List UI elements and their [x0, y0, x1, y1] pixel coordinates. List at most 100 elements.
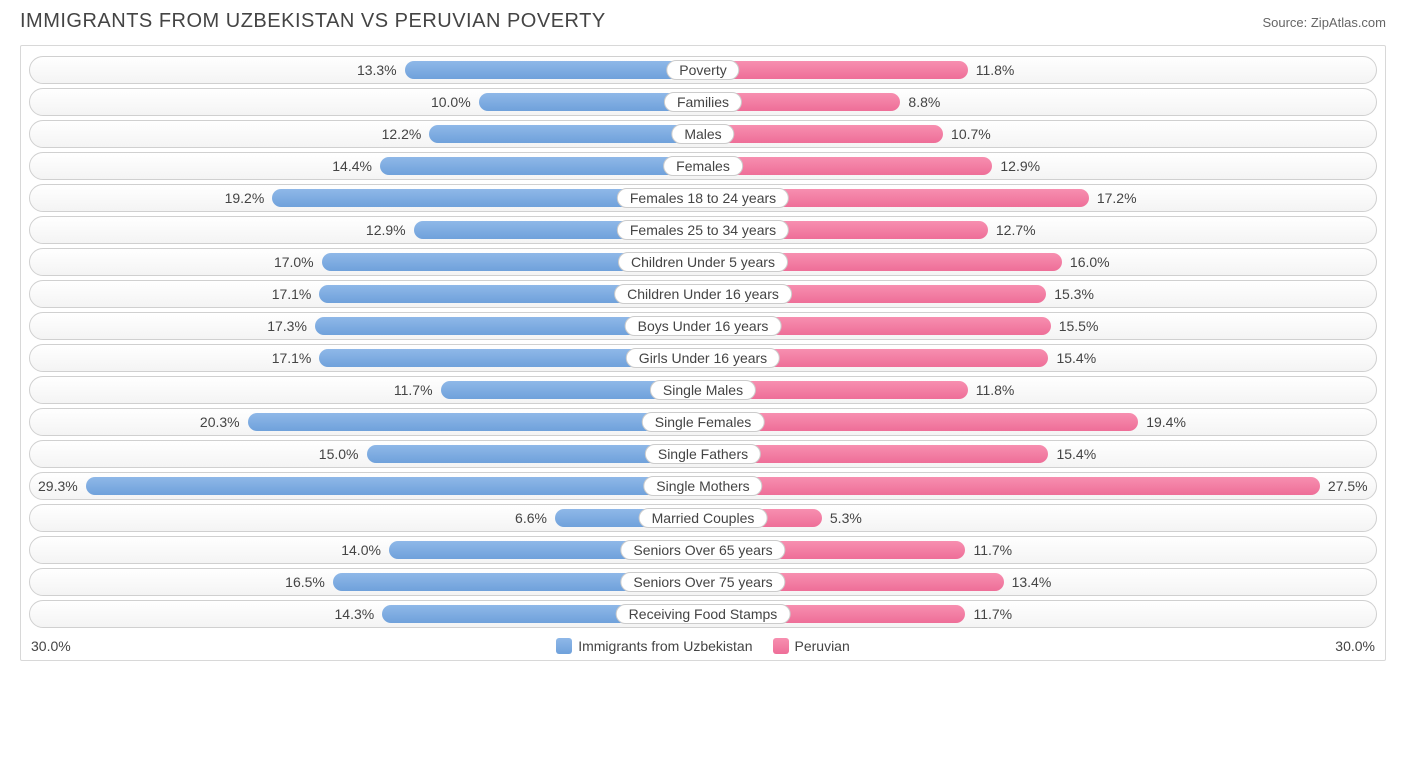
chart-row: 10.0%8.8%Families — [29, 88, 1377, 116]
category-label: Males — [671, 124, 734, 144]
right-value: 17.2% — [1089, 190, 1145, 206]
right-value: 11.8% — [968, 382, 1023, 398]
left-half: 13.3% — [30, 57, 703, 83]
chart-row: 14.3% 11.7% Receiving Food Stamps — [29, 600, 1377, 628]
left-half: 17.1% — [30, 345, 703, 371]
chart-row: 6.6% 5.3% Married Couples — [29, 504, 1377, 532]
left-half: 12.2% — [30, 121, 703, 147]
legend-label-right: Peruvian — [795, 638, 850, 654]
chart-row: 17.0% 16.0% Children Under 5 years — [29, 248, 1377, 276]
right-half: 17.2% — [703, 185, 1376, 211]
source-name: ZipAtlas.com — [1311, 15, 1386, 30]
right-bar — [703, 125, 943, 143]
axis-right-max: 30.0% — [1335, 638, 1375, 654]
right-half: 15.4% — [703, 345, 1376, 371]
right-half: 11.7% — [703, 537, 1376, 563]
right-value: 11.7% — [965, 606, 1020, 622]
left-value: 17.1% — [264, 350, 320, 366]
left-value: 6.6% — [507, 510, 555, 526]
chart-rows: 13.3%11.8%Poverty10.0%8.8%Families12.2%1… — [23, 56, 1383, 628]
category-label: Single Fathers — [645, 444, 761, 464]
chart-row: 17.1% 15.4% Girls Under 16 years — [29, 344, 1377, 372]
left-half: 6.6% — [30, 505, 703, 531]
left-half: 15.0% — [30, 441, 703, 467]
source-prefix: Source: — [1262, 15, 1310, 30]
left-value: 11.7% — [386, 382, 441, 398]
chart-row: 14.4%12.9%Females — [29, 152, 1377, 180]
chart-row: 17.1% 15.3% Children Under 16 years — [29, 280, 1377, 308]
right-value: 10.7% — [943, 126, 999, 142]
category-label: Married Couples — [639, 508, 768, 528]
chart-row: 20.3%19.4%Single Females — [29, 408, 1377, 436]
left-half: 14.3% — [30, 601, 703, 627]
right-half: 12.7% — [703, 217, 1376, 243]
right-value: 13.4% — [1004, 574, 1060, 590]
left-value: 14.3% — [327, 606, 383, 622]
legend-swatch-right — [773, 638, 789, 654]
category-label: Children Under 5 years — [618, 252, 788, 272]
right-half: 11.7% — [703, 601, 1376, 627]
category-label: Females 25 to 34 years — [617, 220, 789, 240]
left-half: 16.5% — [30, 569, 703, 595]
chart-source: Source: ZipAtlas.com — [1262, 15, 1386, 30]
left-bar — [86, 477, 703, 495]
category-label: Females 18 to 24 years — [617, 188, 789, 208]
left-value: 16.5% — [277, 574, 333, 590]
right-value: 5.3% — [822, 510, 870, 526]
right-value: 15.3% — [1046, 286, 1102, 302]
category-label: Receiving Food Stamps — [616, 604, 791, 624]
right-value: 16.0% — [1062, 254, 1118, 270]
left-value: 17.3% — [259, 318, 315, 334]
chart-row: 13.3%11.8%Poverty — [29, 56, 1377, 84]
chart-row: 12.2% 10.7% Males — [29, 120, 1377, 148]
right-half: 15.4% — [703, 441, 1376, 467]
category-label: Families — [664, 92, 742, 112]
left-value: 10.0% — [423, 94, 479, 110]
left-value: 20.3% — [192, 414, 248, 430]
chart-row: 11.7%11.8%Single Males — [29, 376, 1377, 404]
legend-label-left: Immigrants from Uzbekistan — [578, 638, 752, 654]
left-half: 14.0% — [30, 537, 703, 563]
left-bar — [248, 413, 703, 431]
left-half: 17.3% — [30, 313, 703, 339]
chart-row: 19.2% 17.2% Females 18 to 24 years — [29, 184, 1377, 212]
chart-row: 12.9%12.7%Females 25 to 34 years — [29, 216, 1377, 244]
chart-row: 16.5% 13.4% Seniors Over 75 years — [29, 568, 1377, 596]
axis-left-max: 30.0% — [31, 638, 71, 654]
category-label: Boys Under 16 years — [625, 316, 782, 336]
left-half: 19.2% — [30, 185, 703, 211]
left-half: 11.7% — [30, 377, 703, 403]
right-bar — [703, 61, 968, 79]
right-value: 15.4% — [1048, 350, 1104, 366]
left-bar — [380, 157, 703, 175]
left-half: 17.1% — [30, 281, 703, 307]
category-label: Single Females — [642, 412, 765, 432]
category-label: Seniors Over 75 years — [620, 572, 785, 592]
left-value: 19.2% — [217, 190, 273, 206]
left-half: 20.3% — [30, 409, 703, 435]
right-value: 15.4% — [1048, 446, 1104, 462]
chart-title: IMMIGRANTS FROM UZBEKISTAN VS PERUVIAN P… — [20, 10, 606, 33]
left-value: 17.0% — [266, 254, 322, 270]
right-value: 15.5% — [1051, 318, 1107, 334]
left-bar — [405, 61, 703, 79]
right-half: 15.5% — [703, 313, 1376, 339]
category-label: Girls Under 16 years — [626, 348, 780, 368]
chart-footer: 30.0% Immigrants from Uzbekistan Peruvia… — [23, 632, 1383, 658]
right-value: 11.7% — [965, 542, 1020, 558]
right-half: 12.9% — [703, 153, 1376, 179]
right-half: 15.3% — [703, 281, 1376, 307]
chart-row: 15.0% 15.4% Single Fathers — [29, 440, 1377, 468]
chart-row: 14.0%11.7%Seniors Over 65 years — [29, 536, 1377, 564]
legend-item-left: Immigrants from Uzbekistan — [556, 638, 752, 654]
left-value: 15.0% — [311, 446, 367, 462]
right-half: 16.0% — [703, 249, 1376, 275]
right-half: 11.8% — [703, 377, 1376, 403]
chart-row: 17.3% 15.5% Boys Under 16 years — [29, 312, 1377, 340]
right-half: 27.5% — [703, 473, 1376, 499]
left-value: 17.1% — [264, 286, 320, 302]
right-half: 10.7% — [703, 121, 1376, 147]
diverging-bar-chart: 13.3%11.8%Poverty10.0%8.8%Families12.2%1… — [20, 45, 1386, 661]
left-value: 29.3% — [30, 478, 86, 494]
category-label: Children Under 16 years — [614, 284, 792, 304]
